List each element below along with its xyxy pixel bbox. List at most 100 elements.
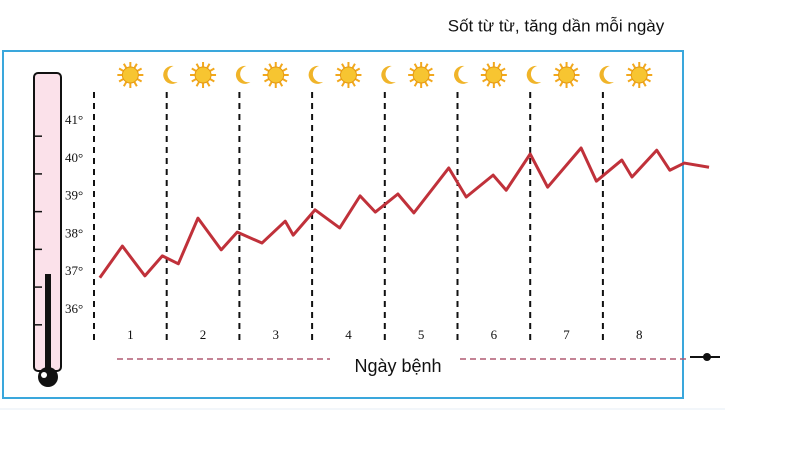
sun-ray bbox=[191, 67, 197, 72]
sun-ray bbox=[206, 81, 211, 87]
sun-ray bbox=[122, 63, 128, 69]
x-tick-label: 3 bbox=[273, 327, 280, 342]
sun-ray bbox=[482, 67, 488, 72]
sun-ray bbox=[136, 78, 143, 83]
sun-disc bbox=[194, 66, 212, 84]
sun-ray bbox=[627, 78, 633, 83]
x-tick-label: 6 bbox=[491, 327, 498, 342]
sun-icon bbox=[117, 62, 144, 88]
moon-icon bbox=[381, 65, 396, 84]
sun-ray bbox=[118, 78, 124, 83]
sun-ray bbox=[424, 81, 429, 87]
sun-ray bbox=[559, 63, 564, 69]
sun-icon bbox=[626, 62, 653, 88]
chart-title: Sốt từ từ, tăng dần mỗi ngày bbox=[448, 16, 665, 35]
sun-ray bbox=[496, 63, 502, 69]
sun-disc bbox=[267, 66, 285, 84]
sun-ray bbox=[554, 78, 561, 83]
x-axis-label: Ngày bệnh bbox=[354, 356, 441, 376]
x-tick-label: 8 bbox=[636, 327, 643, 342]
sun-icon bbox=[335, 62, 362, 88]
sun-ray bbox=[195, 81, 200, 87]
sun-ray bbox=[122, 81, 128, 87]
sun-ray bbox=[486, 81, 491, 87]
y-tick-label: 39° bbox=[65, 188, 83, 203]
sun-ray bbox=[486, 63, 491, 69]
sun-ray bbox=[354, 78, 361, 83]
y-tick-label: 41° bbox=[65, 112, 83, 127]
sun-ray bbox=[263, 78, 270, 83]
sun-disc bbox=[630, 66, 648, 84]
sun-ray bbox=[282, 67, 288, 72]
x-tick-label: 1 bbox=[127, 327, 134, 342]
sun-ray bbox=[500, 78, 506, 83]
sun-disc bbox=[121, 66, 139, 84]
sun-icon bbox=[553, 62, 580, 88]
sun-ray bbox=[263, 67, 270, 72]
sun-disc bbox=[485, 66, 503, 84]
sun-ray bbox=[209, 67, 215, 72]
sun-ray bbox=[136, 67, 143, 72]
sun-ray bbox=[278, 81, 284, 87]
sun-icon bbox=[408, 62, 435, 88]
sun-icon bbox=[262, 62, 289, 88]
sun-ray bbox=[427, 78, 433, 83]
sun-ray bbox=[496, 81, 502, 87]
sun-ray bbox=[645, 78, 652, 83]
sun-ray bbox=[631, 81, 637, 87]
sun-ray bbox=[424, 63, 429, 69]
sun-ray bbox=[572, 67, 579, 72]
x-tick-label: 4 bbox=[345, 327, 352, 342]
sun-ray bbox=[336, 78, 343, 83]
sun-ray bbox=[282, 78, 288, 83]
sun-ray bbox=[559, 81, 564, 87]
sun-ray bbox=[336, 67, 343, 72]
sun-ray bbox=[427, 67, 433, 72]
y-tick-label: 38° bbox=[65, 225, 83, 240]
axis-end-dot bbox=[703, 353, 711, 361]
sun-ray bbox=[341, 81, 346, 87]
sun-ray bbox=[206, 63, 211, 69]
x-tick-label: 7 bbox=[563, 327, 570, 342]
sun-ray bbox=[642, 63, 647, 69]
y-tick-label: 37° bbox=[65, 263, 83, 278]
moon-icon bbox=[235, 65, 251, 84]
sun-ray bbox=[642, 81, 647, 87]
sun-disc bbox=[412, 66, 430, 84]
sun-icon bbox=[190, 62, 217, 88]
sun-ray bbox=[133, 81, 138, 87]
sun-ray bbox=[268, 63, 273, 69]
sun-ray bbox=[268, 81, 273, 87]
moon-icon bbox=[163, 65, 178, 84]
temperature-line bbox=[98, 146, 710, 279]
y-tick-label: 40° bbox=[65, 150, 83, 165]
moon-icon bbox=[454, 65, 469, 84]
x-tick-label: 5 bbox=[418, 327, 425, 342]
sun-icon bbox=[480, 62, 507, 88]
x-tick-label: 2 bbox=[200, 327, 207, 342]
sun-ray bbox=[569, 81, 574, 87]
sun-ray bbox=[500, 67, 506, 72]
sun-ray bbox=[482, 78, 488, 83]
sun-ray bbox=[191, 78, 197, 83]
sun-ray bbox=[572, 78, 579, 83]
thermometer bbox=[33, 72, 62, 387]
sun-ray bbox=[627, 67, 633, 72]
frame bbox=[2, 50, 684, 399]
sun-ray bbox=[133, 63, 138, 69]
sun-ray bbox=[195, 63, 200, 69]
sun-ray bbox=[118, 67, 124, 72]
sun-ray bbox=[554, 67, 561, 72]
sun-disc bbox=[558, 66, 576, 84]
sun-disc bbox=[339, 66, 357, 84]
sun-ray bbox=[413, 63, 419, 69]
sun-ray bbox=[209, 78, 215, 83]
moon-icon bbox=[308, 65, 324, 84]
sun-ray bbox=[569, 63, 574, 69]
moon-icon bbox=[526, 65, 542, 84]
moon-icon bbox=[599, 65, 614, 84]
y-tick-label: 36° bbox=[65, 301, 83, 316]
sun-ray bbox=[409, 67, 415, 72]
sun-ray bbox=[413, 81, 419, 87]
